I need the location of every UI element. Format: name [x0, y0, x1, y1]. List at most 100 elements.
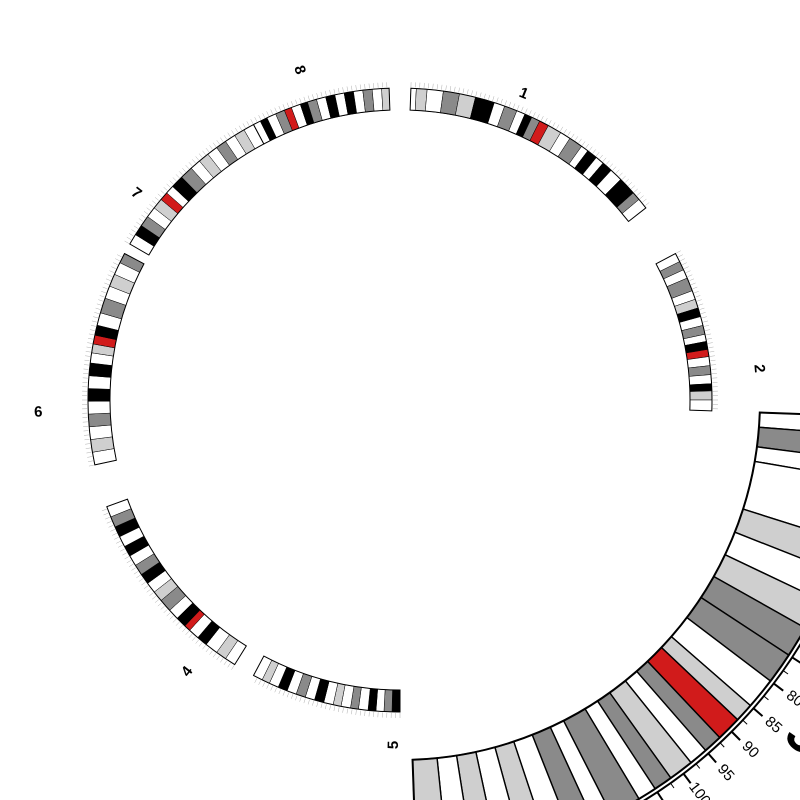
minor-tick [166, 183, 171, 188]
minor-tick [185, 165, 190, 169]
chromosome-outline [106, 498, 248, 666]
minor-tick [231, 665, 235, 670]
minor-tick [432, 83, 434, 89]
minor-tick [117, 254, 122, 258]
minor-tick [143, 211, 149, 215]
minor-tick [172, 177, 177, 182]
tick-label: 85 [762, 713, 786, 737]
minor-tick [359, 84, 361, 90]
minor-tick [212, 653, 217, 658]
minor-tick [329, 705, 331, 711]
minor-tick [91, 320, 97, 323]
minor-tick [157, 602, 162, 607]
minor-tick [95, 307, 101, 310]
minor-tick [513, 103, 516, 109]
minor-tick [708, 346, 714, 348]
minor-tick [458, 87, 460, 93]
minor-tick [141, 582, 146, 586]
minor-tick [188, 162, 193, 167]
minor-tick [571, 133, 575, 139]
minor-tick [149, 592, 154, 596]
minor-tick [618, 172, 623, 177]
major-tick [773, 682, 784, 692]
minor-tick [517, 105, 520, 110]
minor-tick [172, 618, 177, 623]
minor-tick [146, 589, 151, 593]
minor-tick [320, 91, 323, 97]
minor-tick [500, 98, 503, 104]
band [371, 88, 384, 112]
minor-tick [342, 87, 344, 93]
minor-tick [351, 709, 353, 715]
minor-tick [138, 218, 144, 222]
minor-tick [703, 320, 709, 323]
chromosome-label: 8 [290, 63, 309, 76]
minor-tick [676, 250, 681, 254]
minor-tick [84, 359, 90, 361]
minor-tick [329, 89, 331, 95]
minor-tick [185, 631, 190, 635]
minor-tick [109, 270, 115, 273]
minor-tick [216, 655, 220, 660]
minor-tick [303, 698, 306, 704]
minor-tick [118, 544, 123, 548]
minor-tick [700, 312, 706, 314]
chromosome-3-zoom-panel: 4045505560657075808590951001051101151201… [411, 411, 800, 800]
minor-tick [592, 149, 596, 154]
minor-tick [454, 86, 456, 92]
minor-tick [124, 556, 130, 560]
minor-tick [699, 307, 705, 310]
minor-tick [202, 645, 206, 650]
minor-tick [85, 351, 91, 353]
major-tick [791, 656, 800, 664]
minor-tick [633, 188, 638, 193]
chromosome-label: 2 [750, 364, 768, 374]
minor-tick [246, 121, 250, 126]
minor-tick [250, 119, 254, 124]
minor-tick [685, 270, 691, 273]
major-tick [707, 752, 717, 764]
minor-tick [707, 342, 713, 344]
minor-tick [563, 129, 567, 134]
minor-tick [508, 101, 511, 107]
band [87, 388, 111, 402]
minor-tick [126, 560, 132, 563]
major-tick [682, 773, 692, 784]
minor-tick [129, 563, 134, 567]
minor-tick [621, 175, 626, 180]
minor-tick [312, 700, 314, 706]
minor-tick [115, 258, 120, 261]
minor-tick [599, 154, 603, 159]
minor-tick [690, 282, 696, 285]
minor-tick [192, 636, 196, 641]
minor-tick [198, 642, 203, 647]
minor-tick [589, 146, 593, 151]
minor-tick [678, 254, 683, 258]
minor-tick [548, 120, 552, 125]
band [689, 399, 713, 412]
minor-tick [295, 695, 298, 701]
minor-tick [152, 596, 157, 600]
minor-tick [149, 204, 154, 208]
minor-tick [462, 88, 465, 94]
tick-label: 90 [738, 738, 762, 762]
minor-tick [108, 525, 114, 528]
minor-tick [87, 342, 93, 344]
minor-tick [88, 460, 93, 462]
minor-tick [182, 168, 186, 172]
minor-tick [133, 225, 139, 229]
minor-tick [188, 633, 193, 638]
minor-tick [89, 329, 95, 331]
band [381, 87, 391, 111]
minor-tick [711, 364, 717, 366]
minor-tick [338, 88, 340, 93]
minor-tick [223, 135, 227, 140]
minor-tick [692, 286, 698, 289]
chromosome-label: 3 [775, 703, 800, 766]
chromosome-outline [409, 87, 647, 223]
minor-tick [114, 537, 119, 540]
minor-tick [242, 123, 246, 128]
minor-tick [195, 156, 199, 161]
minor-tick [680, 258, 685, 261]
minor-tick [160, 190, 165, 194]
